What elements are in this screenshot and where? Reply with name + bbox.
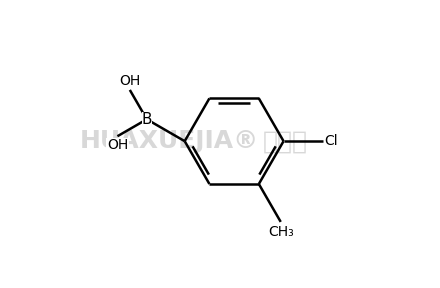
Text: OH: OH xyxy=(119,74,140,88)
Text: OH: OH xyxy=(107,139,128,152)
Text: Cl: Cl xyxy=(325,134,338,148)
Text: HUAXUEJIA®: HUAXUEJIA® xyxy=(80,129,259,153)
Text: B: B xyxy=(142,112,152,127)
Text: 化学加: 化学加 xyxy=(263,129,308,153)
Text: CH₃: CH₃ xyxy=(268,225,293,239)
